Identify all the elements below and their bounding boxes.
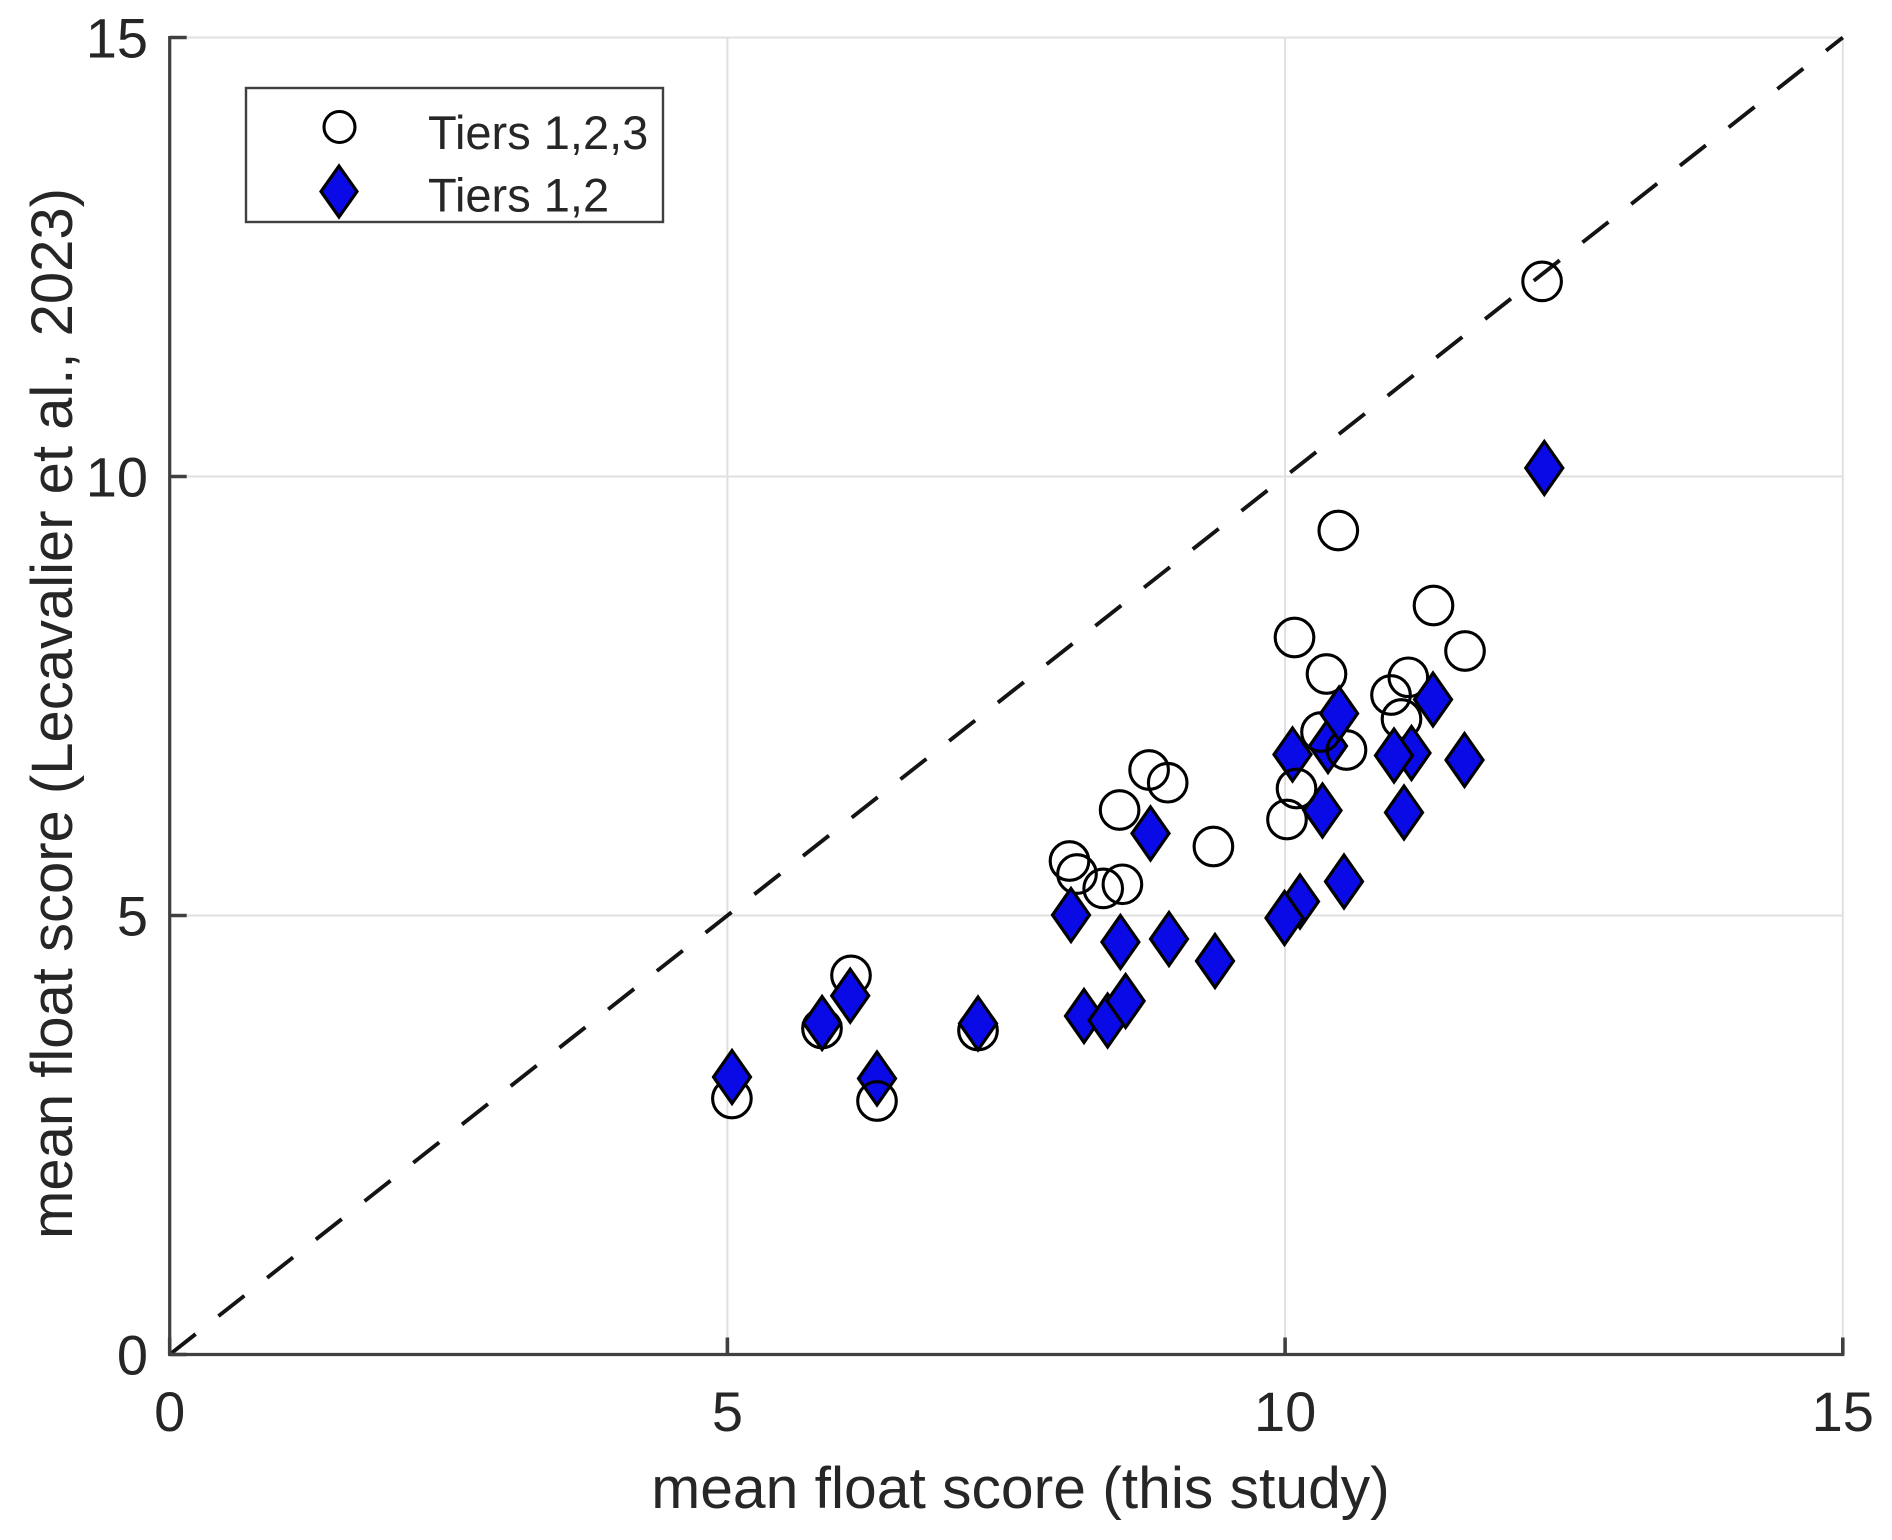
svg-text:mean float score (this study): mean float score (this study)	[651, 1456, 1390, 1521]
svg-text:mean float score (Lecavalier e: mean float score (Lecavalier et al., 202…	[20, 188, 85, 1239]
svg-text:15: 15	[86, 7, 148, 70]
svg-text:10: 10	[86, 446, 148, 509]
svg-text:Tiers 1,2,3: Tiers 1,2,3	[428, 106, 648, 159]
svg-text:15: 15	[1812, 1380, 1874, 1443]
svg-text:5: 5	[117, 885, 148, 948]
svg-text:0: 0	[117, 1324, 148, 1387]
svg-text:0: 0	[154, 1380, 185, 1443]
svg-text:10: 10	[1254, 1380, 1316, 1443]
svg-text:Tiers 1,2: Tiers 1,2	[428, 169, 609, 222]
svg-text:5: 5	[712, 1380, 743, 1443]
